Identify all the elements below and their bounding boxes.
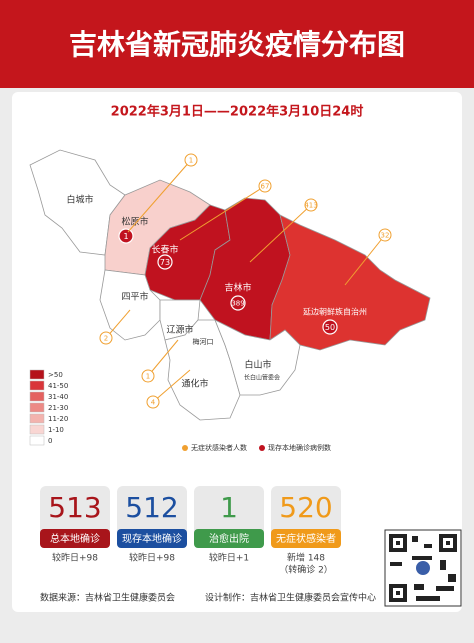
stat-value: 1 (220, 491, 238, 524)
confirmed-count: 389 (231, 300, 244, 308)
legend-swatch (29, 380, 45, 391)
legend-label: 0 (48, 437, 52, 445)
confirmed-count: 1 (123, 232, 128, 241)
place-label: 梅河口 (193, 337, 214, 346)
region (269, 214, 431, 351)
legend-label: >50 (48, 371, 63, 379)
stat-value: 512 (125, 491, 178, 524)
region-label: 长春市 (151, 244, 178, 256)
stat-change: 较昨日+98 (129, 552, 175, 564)
asymptomatic-count: 413 (304, 202, 317, 210)
asymptomatic-count: 2 (104, 335, 108, 343)
stat-value: 513 (48, 491, 101, 524)
region-label: 辽源市 (166, 324, 193, 336)
legend-swatch (29, 391, 45, 402)
region (214, 319, 301, 396)
footer-source: 数据来源：吉林省卫生健康委员会 (40, 592, 175, 604)
region-label: 延边朝鲜族自治州 (303, 307, 367, 317)
stat-value: 520 (279, 491, 332, 524)
asymptomatic-badge (146, 395, 160, 409)
legend-swatch (29, 424, 45, 435)
region-label: 四平市 (121, 291, 148, 303)
asymptomatic-count: 4 (151, 399, 156, 407)
stat-change: 较昨日+1 (209, 552, 249, 564)
legend-label: 1-10 (48, 426, 64, 434)
callout-line (127, 159, 192, 233)
legend-label: 21-30 (48, 404, 68, 412)
callout-line (152, 369, 191, 403)
legend-label: 11-20 (48, 415, 68, 423)
stat-label-band (194, 529, 264, 548)
stat-label: 总本地确诊 (50, 532, 100, 545)
legend-dot (182, 445, 188, 451)
legend-label: 无症状感染者人数 (191, 443, 247, 452)
confirmed-count: 73 (160, 258, 170, 267)
legend-dot (259, 445, 265, 451)
confirmed-count: 50 (325, 323, 335, 332)
asymptomatic-count: 1 (189, 157, 193, 165)
title: 吉林省新冠肺炎疫情分布图 (69, 28, 405, 61)
callout-line (344, 234, 386, 286)
legend-swatch (29, 413, 45, 424)
footer-design: 设计制作：吉林省卫生健康委员会宣传中心 (205, 592, 376, 604)
callout-line (249, 204, 312, 263)
asymptomatic-badge (258, 179, 272, 193)
date-range: 2022年3月1日——2022年3月10日24时 (111, 104, 364, 120)
legend-swatch (29, 435, 45, 446)
asymptomatic-badge (304, 198, 318, 212)
asymptomatic-badge (99, 331, 113, 345)
legend-swatch (29, 369, 45, 380)
legend-label: 41-50 (48, 382, 68, 390)
stat-label-band (40, 529, 110, 548)
callout-line (147, 339, 179, 377)
confirmed-badge (157, 254, 173, 270)
region-label: 白城市 (66, 194, 93, 206)
stat-label: 无症状感染者 (276, 532, 336, 545)
stat-change: 新增 148 (287, 552, 325, 564)
confirmed-badge (118, 228, 134, 244)
stat-label-band (271, 529, 341, 548)
stat-label: 治愈出院 (209, 532, 249, 545)
stat-change: 较昨日+98 (52, 552, 98, 564)
asymptomatic-badge (141, 369, 155, 383)
confirmed-badge (322, 319, 338, 335)
legend-label: 现存本地确诊病例数 (268, 443, 331, 452)
stat-label: 现存本地确诊 (122, 532, 182, 545)
region-label: 通化市 (181, 378, 208, 390)
place-label: 长白山管委会 (244, 374, 280, 382)
region-label: 吉林市 (224, 282, 251, 294)
legend-swatch (29, 402, 45, 413)
stat-note: （转确诊 2） (279, 564, 333, 576)
region-label: 白山市 (244, 359, 271, 371)
region-label: 松原市 (121, 216, 148, 228)
callout-line (179, 185, 266, 241)
stat-label-band (117, 529, 187, 548)
qr-code (384, 529, 462, 607)
asymptomatic-badge (184, 153, 198, 167)
confirmed-badge (230, 295, 246, 311)
asymptomatic-count: 32 (381, 232, 390, 240)
asymptomatic-count: 67 (261, 183, 270, 191)
asymptomatic-count: 1 (146, 373, 150, 381)
region (99, 269, 161, 341)
legend-label: 31-40 (48, 393, 68, 401)
header-band (0, 0, 474, 88)
asymptomatic-badge (378, 228, 392, 242)
